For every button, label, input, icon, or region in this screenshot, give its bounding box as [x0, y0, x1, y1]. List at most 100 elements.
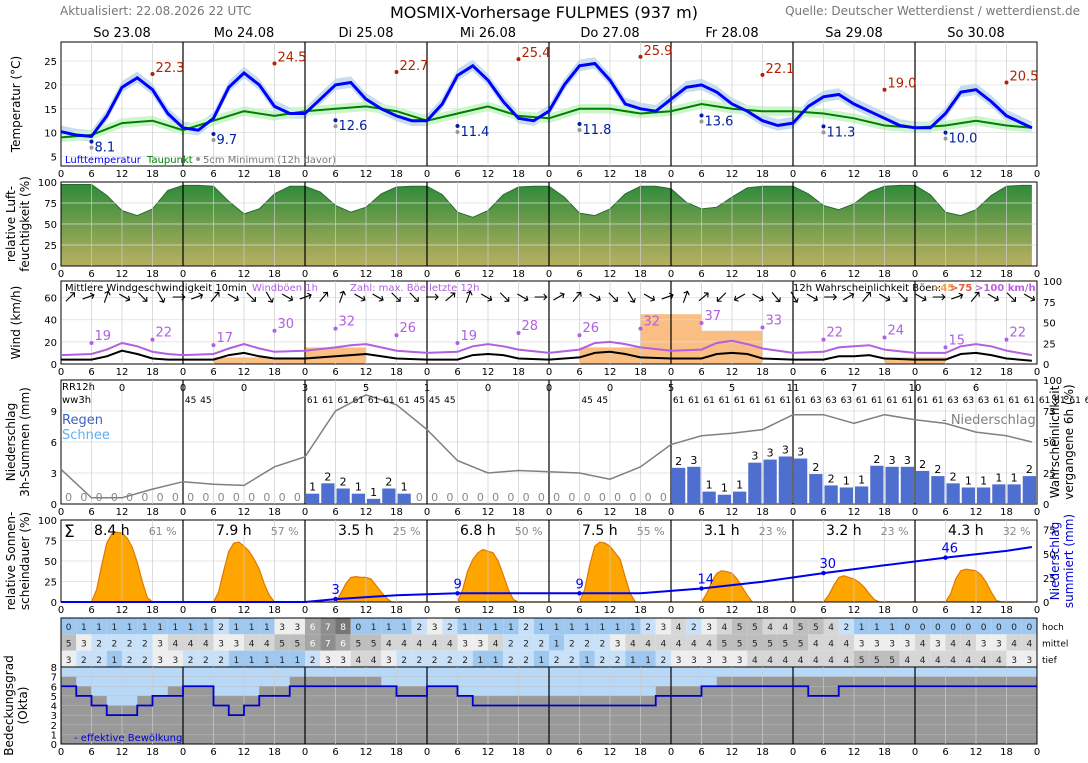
cloud-layer-cell [1021, 634, 1037, 651]
cloud-layer-cell [396, 650, 412, 667]
cloud-layer-cell [1006, 634, 1022, 651]
rr12h-value: 0 [241, 383, 247, 394]
wind-direction-arrow [137, 292, 148, 302]
precip-bar [733, 491, 747, 504]
hour-tick-label: 18 [634, 367, 647, 378]
hour-tick-label: 0 [1034, 269, 1040, 280]
cloud-layer-value: 1 [234, 623, 240, 633]
hour-tick-label: 0 [546, 747, 552, 758]
min-temp-point [455, 123, 460, 128]
cloud-layer-value: 0 [905, 623, 911, 633]
cloud-layer-cell [884, 650, 900, 667]
ww3h-code: 61 [1024, 396, 1035, 406]
precip-bar [717, 494, 731, 504]
hour-tick-label: 18 [390, 269, 403, 280]
precip-bar [900, 466, 914, 504]
y-tick-label: 50 [44, 220, 57, 231]
min-temp-point [943, 130, 948, 135]
hour-tick-label: 18 [878, 367, 891, 378]
cloud-layer-value: 3 [615, 640, 621, 650]
hour-tick-label: 6 [576, 169, 582, 180]
precip-value-label: 1 [843, 474, 850, 487]
hour-tick-label: 6 [332, 169, 338, 180]
precip-value-label: 0 [462, 491, 469, 504]
hour-tick-label: 0 [1034, 507, 1040, 518]
cloud-layer-value: 4 [828, 656, 834, 666]
y-tick-label: 5 [51, 692, 57, 703]
y-tick-label: 20 [44, 338, 57, 349]
cloud-layer-value: 2 [615, 656, 621, 666]
cloud-layer-value: 3 [432, 623, 438, 633]
rr12h-value: 5 [363, 383, 369, 394]
cloud-layer-cell [793, 618, 809, 635]
precip-value-label: 0 [584, 491, 591, 504]
hour-tick-label: 6 [332, 747, 338, 758]
cloud-layer-value: 5 [798, 640, 804, 650]
cloud-layer-value: 2 [447, 623, 453, 633]
cloud-layer-value: 4 [905, 656, 911, 666]
hour-tick-label: 18 [756, 367, 769, 378]
cloud-layer-cell [472, 650, 488, 667]
hour-tick-label: 12 [604, 747, 617, 758]
hour-tick-label: 12 [604, 269, 617, 280]
cloud-layer-cell [289, 650, 305, 667]
cloud-layer-value: 2 [569, 656, 575, 666]
cloud-layer-cell [366, 650, 382, 667]
cloud-layer-cell [518, 618, 534, 635]
rr12h-value: 5 [668, 383, 674, 394]
wind-direction-arrow [682, 290, 690, 303]
wind-direction-arrow [103, 290, 111, 303]
ww3h-code: 63 [810, 396, 821, 406]
y-axis-label: (Okta) [16, 687, 30, 725]
cloud-layer-cell [838, 650, 854, 667]
y2-tick-label: 75 [1043, 298, 1056, 309]
cloud-layer-cell [533, 650, 549, 667]
cloud-layer-name: mittel [1042, 640, 1068, 650]
max-gust-label: 22 [1010, 326, 1027, 341]
legend-gt75: >75 [950, 283, 972, 294]
cloud-layer-value: 1 [295, 656, 301, 666]
cloud-layer-value: 3 [889, 640, 895, 650]
precip-value-label: 0 [233, 491, 240, 504]
y-tick-label: 60 [44, 294, 57, 305]
cloud-layer-cell [549, 650, 565, 667]
hour-tick-label: 0 [302, 367, 308, 378]
cloud-layer-cell [732, 618, 748, 635]
cloud-layer-cell [671, 618, 687, 635]
hour-tick-label: 12 [604, 507, 617, 518]
hour-tick-label: 18 [878, 269, 891, 280]
cloud-layer-value: 2 [584, 640, 590, 650]
y-tick-label: 3 [51, 711, 57, 722]
cloud-layer-value: 5 [752, 640, 758, 650]
cloud-layer-cell [594, 650, 610, 667]
hour-tick-label: 6 [576, 747, 582, 758]
max-temp-point [516, 57, 521, 62]
hour-tick-label: 0 [58, 269, 64, 280]
cloud-layer-cell [960, 634, 976, 651]
cloud-layer-cell [320, 650, 336, 667]
y2-tick-label: 25 [1043, 469, 1056, 480]
cloud-layer-cell [533, 634, 549, 651]
wind-direction-arrow [157, 291, 166, 303]
max-gust-point [272, 328, 277, 333]
ground-min-point [89, 145, 94, 150]
ww3h-code: 61 [337, 396, 348, 406]
day-label: Mo 24.08 [214, 26, 275, 41]
hour-tick-label: 0 [424, 169, 430, 180]
y-axis-label: Wind (km/h) [9, 286, 23, 360]
hour-tick-label: 6 [576, 269, 582, 280]
cloud-layer-cell [198, 618, 214, 635]
max-gust-label: 32 [644, 315, 661, 330]
cloud-layer-value: 3 [737, 656, 743, 666]
cloud-layer-value: 3 [722, 656, 728, 666]
cloud-layer-cell [91, 634, 107, 651]
cloud-layer-value: 3 [1011, 656, 1017, 666]
hour-tick-label: 12 [604, 605, 617, 616]
wind-direction-arrow [172, 293, 186, 301]
min-temp-label: 9.7 [217, 133, 238, 148]
ww3h-code: 61 [368, 396, 379, 406]
y2-axis-label: summiert (mm) [1062, 514, 1076, 608]
rr12h-value: 0 [607, 383, 613, 394]
precip-bar [824, 485, 838, 504]
hour-tick-label: 18 [1000, 169, 1013, 180]
